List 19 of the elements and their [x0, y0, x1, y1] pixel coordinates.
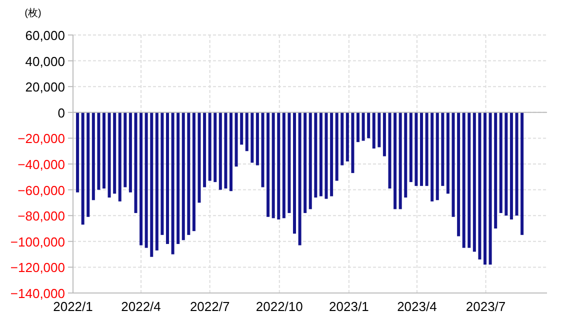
x-tick-label: 2023/4: [397, 299, 437, 314]
y-axis-title: (枚): [24, 7, 42, 19]
y-tick-label: −80,000: [18, 208, 65, 224]
y-tick-label: −40,000: [18, 157, 65, 172]
x-tick-label: 2023/1: [329, 299, 369, 314]
y-tick-label: 40,000: [25, 54, 65, 69]
x-tick-label: 2022/1: [53, 299, 93, 314]
y-tick-label: 0: [58, 105, 65, 120]
y-tick-label: 20,000: [25, 80, 65, 95]
x-tick-label: 2022/10: [256, 299, 303, 314]
x-tick-label: 2022/4: [121, 299, 161, 314]
y-tick-label: 60,000: [25, 28, 65, 43]
y-tick-label: −20,000: [18, 131, 65, 146]
x-tick-label: 2023/7: [466, 299, 506, 314]
y-tick-label: −60,000: [18, 182, 65, 198]
y-tick-label: −120,000: [10, 260, 65, 276]
x-tick-label: 2022/7: [190, 299, 230, 314]
y-tick-label: −100,000: [10, 234, 65, 250]
y-tick-label: −140,000: [10, 286, 65, 301]
